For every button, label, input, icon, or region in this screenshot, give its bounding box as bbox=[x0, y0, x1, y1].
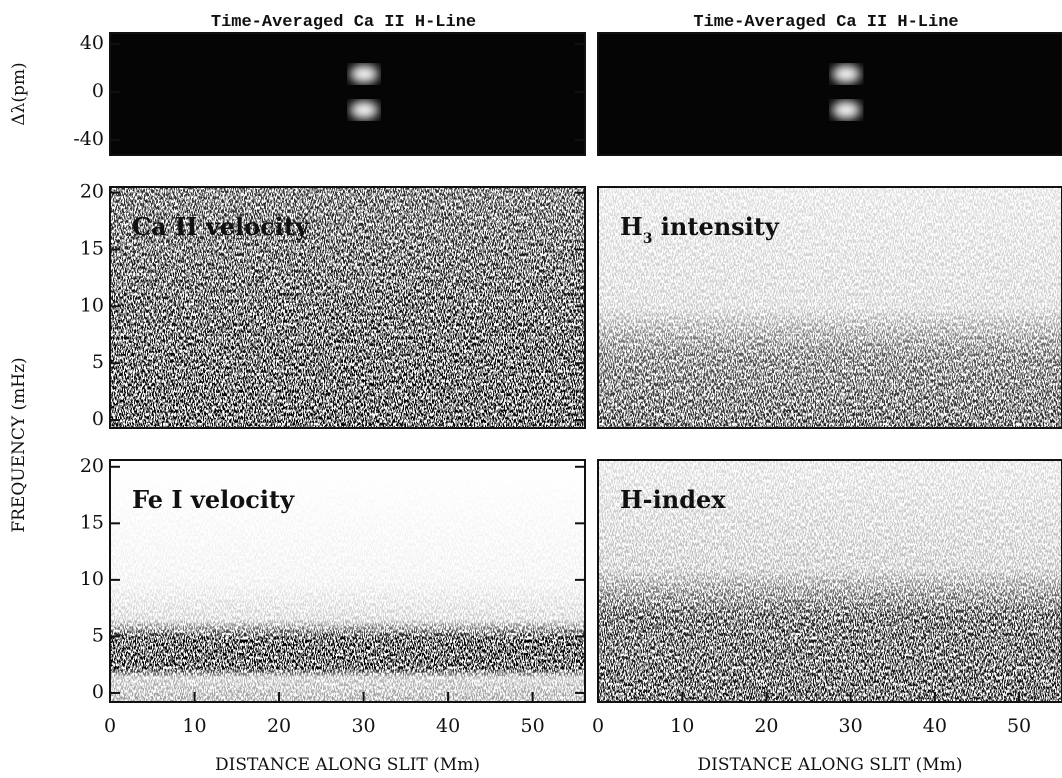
y-tick-label: 15 bbox=[80, 238, 104, 260]
x-tick-label: 20 bbox=[267, 715, 291, 737]
x-tick-label: 40 bbox=[436, 715, 460, 737]
x-tick-label: 0 bbox=[104, 715, 116, 737]
panel-title: Time-Averaged Ca II H-Line bbox=[211, 13, 476, 32]
panel: H3 intensity bbox=[597, 186, 1062, 429]
noise bbox=[110, 460, 585, 702]
frame bbox=[597, 32, 1062, 156]
label-part: H-index bbox=[620, 485, 726, 514]
label-part: 3 bbox=[643, 231, 653, 247]
panel: Time-Averaged Ca II H-Line bbox=[597, 13, 1062, 156]
x-tick-label: 50 bbox=[1007, 715, 1031, 737]
x-tick-label: 40 bbox=[923, 715, 947, 737]
x-axis-label: DISTANCE ALONG SLIT (Mm) bbox=[215, 755, 480, 775]
noise bbox=[110, 187, 585, 428]
emission-blob bbox=[350, 65, 379, 84]
panel-label: Fe I velocity bbox=[132, 485, 295, 514]
x-tick-label: 30 bbox=[351, 715, 375, 737]
y-tick-label: 15 bbox=[80, 511, 104, 533]
panel-label: Ca II velocity bbox=[132, 212, 310, 241]
power-texture bbox=[598, 187, 1062, 428]
y-tick-label: 20 bbox=[80, 181, 104, 203]
label-part: H bbox=[620, 212, 643, 241]
label-part: intensity bbox=[652, 212, 779, 241]
noise bbox=[598, 187, 1062, 428]
emission-blob bbox=[350, 101, 379, 120]
emission-blob bbox=[832, 65, 861, 84]
y-tick-label: 0 bbox=[92, 80, 104, 102]
x-axis-label: DISTANCE ALONG SLIT (Mm) bbox=[698, 755, 963, 775]
frame bbox=[109, 459, 586, 703]
x-tick-label: 20 bbox=[754, 715, 778, 737]
label-part: Fe I velocity bbox=[132, 485, 295, 514]
y-tick-label: 5 bbox=[92, 624, 104, 646]
y-axis-label: Δλ(pm) bbox=[9, 62, 29, 125]
panel-label: H3 intensity bbox=[620, 212, 780, 247]
y-tick-label: -40 bbox=[73, 128, 104, 150]
power-texture bbox=[598, 460, 1062, 702]
y-tick-label: 0 bbox=[92, 681, 104, 703]
frame bbox=[109, 186, 586, 429]
label-part: Ca II velocity bbox=[132, 212, 310, 241]
y-tick-label: 10 bbox=[80, 568, 104, 590]
x-tick-label: 10 bbox=[670, 715, 694, 737]
panel-title: Time-Averaged Ca II H-Line bbox=[693, 13, 958, 32]
panel-label: H-index bbox=[620, 485, 726, 514]
frame bbox=[109, 32, 586, 156]
spectrum-image bbox=[110, 33, 585, 155]
emission-blob bbox=[832, 101, 861, 120]
y-tick-label: 40 bbox=[80, 32, 104, 54]
x-tick-label: 50 bbox=[521, 715, 545, 737]
power-texture bbox=[110, 187, 585, 428]
power-texture bbox=[110, 460, 585, 702]
panel: Time-Averaged Ca II H-Line Δλ(pm) 40 0 -40 bbox=[9, 13, 586, 156]
panel: 20 15 10 5 0 Ca II velocity bbox=[80, 181, 586, 430]
frame bbox=[597, 459, 1062, 703]
y-tick-label: 0 bbox=[92, 408, 104, 430]
frame bbox=[597, 186, 1062, 429]
x-tick-label: 30 bbox=[839, 715, 863, 737]
y-tick-label: 20 bbox=[80, 455, 104, 477]
noise bbox=[598, 460, 1062, 702]
y-axis-label: FREQUENCY (mHz) bbox=[9, 357, 29, 532]
y-tick-label: 10 bbox=[80, 294, 104, 316]
x-tick-label: 10 bbox=[182, 715, 206, 737]
panel: 0 10 20 30 40 50 DISTANCE ALONG SLIT (Mm) H-ind… bbox=[592, 459, 1062, 775]
y-tick-label: 5 bbox=[92, 351, 104, 373]
spectrum-image bbox=[598, 33, 1062, 155]
x-tick-label: 0 bbox=[592, 715, 604, 737]
